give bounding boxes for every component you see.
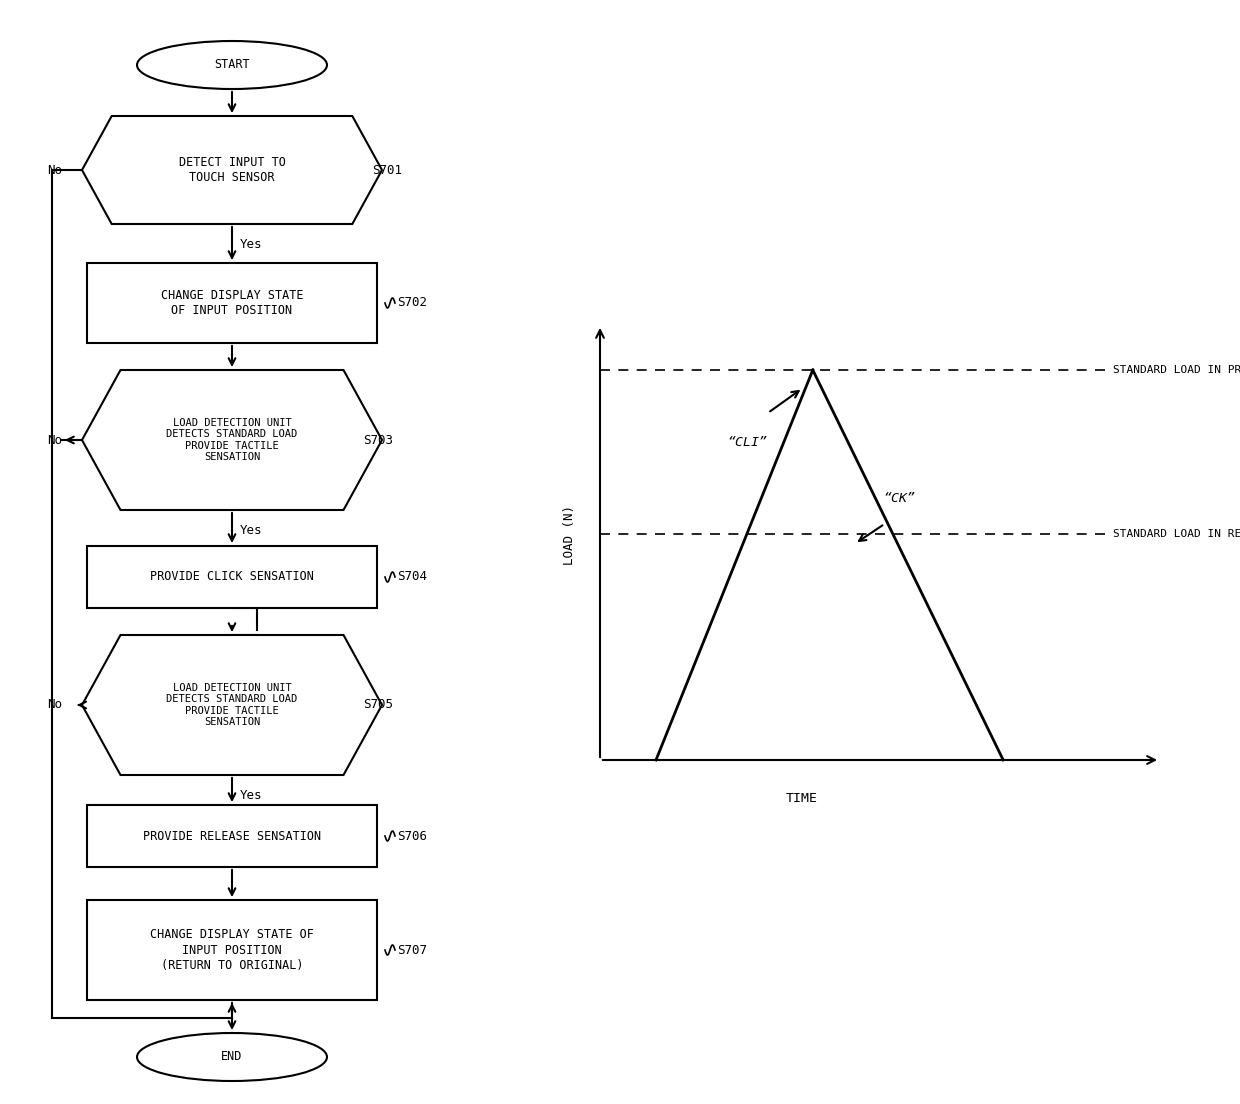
Text: DETECT INPUT TO
TOUCH SENSOR: DETECT INPUT TO TOUCH SENSOR <box>179 156 285 184</box>
Polygon shape <box>82 116 382 224</box>
Text: PROVIDE CLICK SENSATION: PROVIDE CLICK SENSATION <box>150 571 314 584</box>
Text: “CK”: “CK” <box>884 492 916 506</box>
Text: S703: S703 <box>363 434 393 446</box>
Text: No: No <box>47 434 62 446</box>
Text: “CLI”: “CLI” <box>728 436 768 449</box>
Text: PROVIDE RELEASE SENSATION: PROVIDE RELEASE SENSATION <box>143 829 321 842</box>
Text: STANDARD LOAD IN PRESSING: STANDARD LOAD IN PRESSING <box>1114 365 1240 375</box>
Text: No: No <box>47 699 62 711</box>
Bar <box>87 900 377 1000</box>
Text: Yes: Yes <box>241 524 263 537</box>
Text: S704: S704 <box>397 571 427 584</box>
Bar <box>87 805 377 867</box>
Text: S707: S707 <box>397 944 427 956</box>
Text: LOAD DETECTION UNIT
DETECTS STANDARD LOAD
PROVIDE TACTILE
SENSATION: LOAD DETECTION UNIT DETECTS STANDARD LOA… <box>166 417 298 463</box>
Text: END: END <box>221 1051 243 1063</box>
Text: Yes: Yes <box>241 238 263 251</box>
Bar <box>87 546 377 608</box>
Ellipse shape <box>136 1033 327 1081</box>
Text: STANDARD LOAD IN RELEASING: STANDARD LOAD IN RELEASING <box>1114 529 1240 539</box>
Text: S706: S706 <box>397 829 427 842</box>
Text: S702: S702 <box>397 297 427 309</box>
Polygon shape <box>82 635 382 775</box>
Text: LOAD DETECTION UNIT
DETECTS STANDARD LOAD
PROVIDE TACTILE
SENSATION: LOAD DETECTION UNIT DETECTS STANDARD LOA… <box>166 682 298 728</box>
Text: S701: S701 <box>372 163 402 177</box>
Text: START: START <box>215 59 249 72</box>
Bar <box>87 263 377 343</box>
Text: No: No <box>47 163 62 177</box>
Text: TIME: TIME <box>786 792 817 805</box>
Text: CHANGE DISPLAY STATE OF
INPUT POSITION
(RETURN TO ORIGINAL): CHANGE DISPLAY STATE OF INPUT POSITION (… <box>150 928 314 972</box>
Text: CHANGE DISPLAY STATE
OF INPUT POSITION: CHANGE DISPLAY STATE OF INPUT POSITION <box>161 289 304 317</box>
Text: S705: S705 <box>363 699 393 711</box>
Ellipse shape <box>136 41 327 89</box>
Text: Yes: Yes <box>241 789 263 802</box>
Text: LOAD (N): LOAD (N) <box>563 505 577 565</box>
Polygon shape <box>82 370 382 510</box>
